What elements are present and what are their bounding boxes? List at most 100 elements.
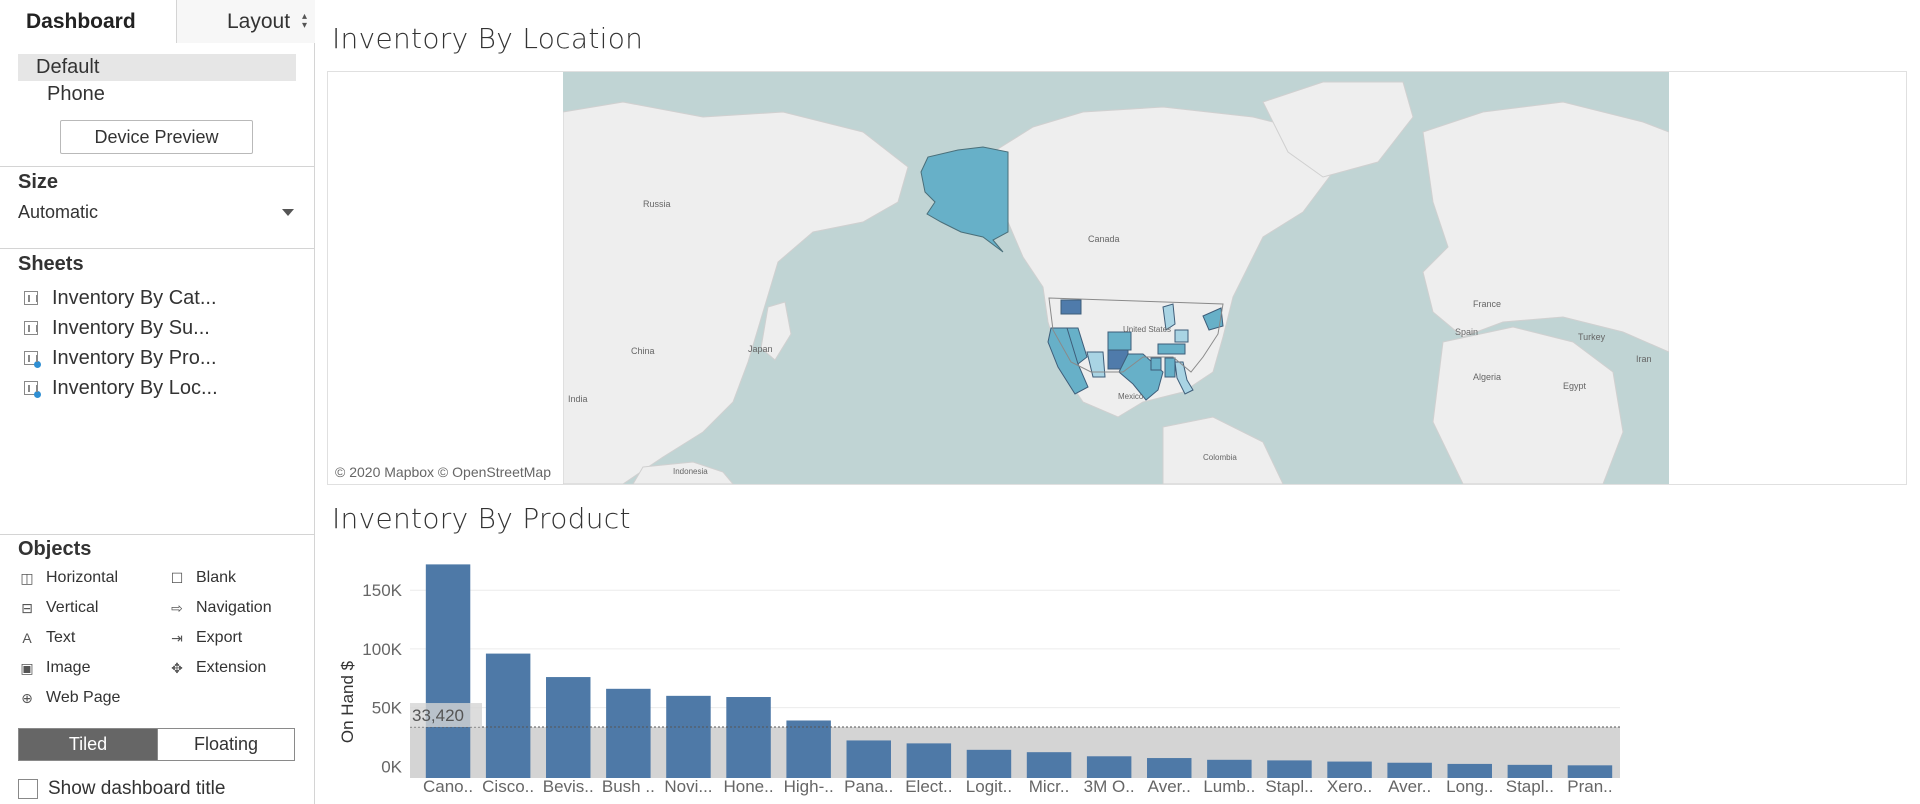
inventory-bar-chart[interactable]: On Hand $ 33,420 0K 50K 100K 150K Cano.. Cis… — [330, 550, 1630, 800]
tab-layout[interactable]: Layout ▴ ▾ — [177, 0, 315, 43]
bar[interactable] — [1147, 758, 1192, 778]
bar[interactable] — [1447, 763, 1492, 778]
sheet-item-inventory-by-product[interactable]: Inventory By Pro... — [24, 344, 304, 372]
bar[interactable] — [1567, 765, 1613, 778]
chart-title: Inventory By Product — [332, 502, 631, 535]
map-attribution[interactable]: © 2020 Mapbox © OpenStreetMap — [333, 464, 553, 480]
state-california — [1047, 327, 1089, 395]
bar[interactable] — [906, 743, 952, 778]
show-title-checkbox[interactable] — [18, 779, 38, 799]
bar[interactable] — [666, 695, 711, 778]
x-tick-label: Long.. — [1446, 777, 1493, 796]
extension-icon: ✥ — [171, 660, 183, 676]
size-dropdown[interactable]: Automatic — [18, 199, 298, 225]
x-tick-label: Pana.. — [844, 777, 893, 796]
object-image[interactable]: ▣ Image — [18, 655, 158, 681]
navigation-icon: ⇨ — [171, 600, 183, 616]
sort-arrows-icon: ▴ ▾ — [301, 11, 307, 31]
place-label-mexico: Mexico — [1118, 392, 1144, 401]
place-label-indonesia: Indonesia — [673, 467, 708, 476]
bar[interactable] — [1207, 759, 1252, 778]
landmass-asia — [563, 101, 909, 484]
device-default[interactable]: Default — [18, 54, 296, 81]
device-preview-button[interactable]: Device Preview — [60, 120, 253, 154]
state-tennessee — [1157, 343, 1186, 355]
landmass-japan — [760, 301, 792, 361]
object-vertical[interactable]: ⊟ Vertical — [18, 595, 158, 621]
state-colorado — [1107, 331, 1132, 351]
place-label-iran: Iran — [1636, 354, 1652, 364]
object-text[interactable]: A Text — [18, 625, 158, 651]
place-label-spain: Spain — [1455, 327, 1478, 337]
object-blank[interactable]: ☐ Blank — [168, 565, 308, 591]
bar[interactable] — [1327, 761, 1372, 778]
landmass-south-america — [1162, 416, 1284, 484]
y-tick-label: 0K — [381, 757, 402, 776]
place-label-canada: Canada — [1088, 234, 1120, 244]
object-horizontal[interactable]: ◫ Horizontal — [18, 565, 158, 591]
bar[interactable] — [726, 697, 771, 778]
bar[interactable] — [786, 720, 831, 778]
place-label-turkey: Turkey — [1578, 332, 1606, 342]
object-export[interactable]: ⇥ Export — [168, 625, 308, 651]
sheet-item-label: Inventory By Su... — [52, 317, 210, 339]
place-label-algeria: Algeria — [1473, 372, 1501, 382]
bar[interactable] — [846, 740, 891, 778]
object-label: Navigation — [196, 599, 272, 616]
x-tick-label: 3M O.. — [1084, 777, 1135, 796]
vertical-container-icon: ⊟ — [21, 600, 33, 616]
map-title: Inventory By Location — [332, 22, 644, 55]
floating-toggle[interactable]: Floating — [157, 728, 295, 761]
sheet-item-inventory-by-supplier[interactable]: Inventory By Su... — [24, 314, 304, 342]
object-extension[interactable]: ✥ Extension — [168, 655, 308, 681]
object-label: Vertical — [46, 599, 99, 616]
object-label: Horizontal — [46, 569, 119, 586]
text-icon: A — [22, 630, 32, 646]
state-michigan — [1162, 303, 1176, 331]
y-tick-label: 50K — [372, 699, 403, 718]
bar[interactable] — [966, 749, 1012, 778]
bar[interactable] — [1267, 760, 1312, 778]
tiled-toggle[interactable]: Tiled — [18, 728, 158, 761]
bar[interactable] — [1086, 756, 1132, 778]
tab-layout-label: Layout — [227, 10, 291, 33]
tab-dashboard[interactable]: Dashboard — [0, 0, 177, 43]
bar[interactable] — [1026, 752, 1072, 778]
y-tick-label: 150K — [362, 581, 402, 600]
object-label: Export — [196, 629, 243, 646]
sheet-item-inventory-by-location[interactable]: Inventory By Loc... — [24, 374, 304, 402]
x-tick-label: Bevis.. — [543, 777, 594, 796]
sheets-title: Sheets — [18, 253, 84, 275]
object-navigation[interactable]: ⇨ Navigation — [168, 595, 308, 621]
sheet-item-inventory-by-category[interactable]: Inventory By Cat... — [24, 284, 304, 312]
object-label: Blank — [196, 569, 237, 586]
bar[interactable] — [1387, 762, 1432, 778]
place-label-japan: Japan — [748, 344, 773, 354]
bar[interactable] — [425, 564, 471, 778]
place-label-egypt: Egypt — [1563, 381, 1587, 391]
bar[interactable] — [1507, 764, 1553, 778]
us-outline — [1048, 297, 1224, 373]
x-tick-label: Stapl.. — [1506, 777, 1554, 796]
y-axis-label: On Hand $ — [338, 660, 357, 743]
landmass-indonesia — [632, 461, 734, 484]
object-label: Image — [46, 659, 91, 676]
landmass-africa — [1432, 326, 1624, 484]
landmass-greenland — [1262, 81, 1414, 178]
bar[interactable] — [485, 653, 531, 778]
map-view[interactable]: Russia Canada United States China Japan … — [327, 71, 1907, 485]
world-map[interactable]: Russia Canada United States China Japan … — [563, 72, 1669, 484]
bar[interactable] — [606, 688, 651, 778]
reference-label-bg — [410, 703, 482, 728]
object-web-page[interactable]: ⊕ Web Page — [18, 685, 158, 711]
x-tick-label: Micr.. — [1029, 777, 1070, 796]
device-phone[interactable]: Phone — [47, 83, 105, 105]
x-tick-label: Aver.. — [1388, 777, 1431, 796]
state-ohio — [1174, 329, 1189, 343]
x-tick-label: Cisco.. — [482, 777, 534, 796]
x-tick-label: Bush .. — [602, 777, 655, 796]
sheet-item-label: Inventory By Pro... — [52, 347, 217, 369]
reference-band — [410, 727, 1620, 778]
object-label: Text — [46, 629, 76, 646]
x-tick-label: Stapl.. — [1265, 777, 1313, 796]
